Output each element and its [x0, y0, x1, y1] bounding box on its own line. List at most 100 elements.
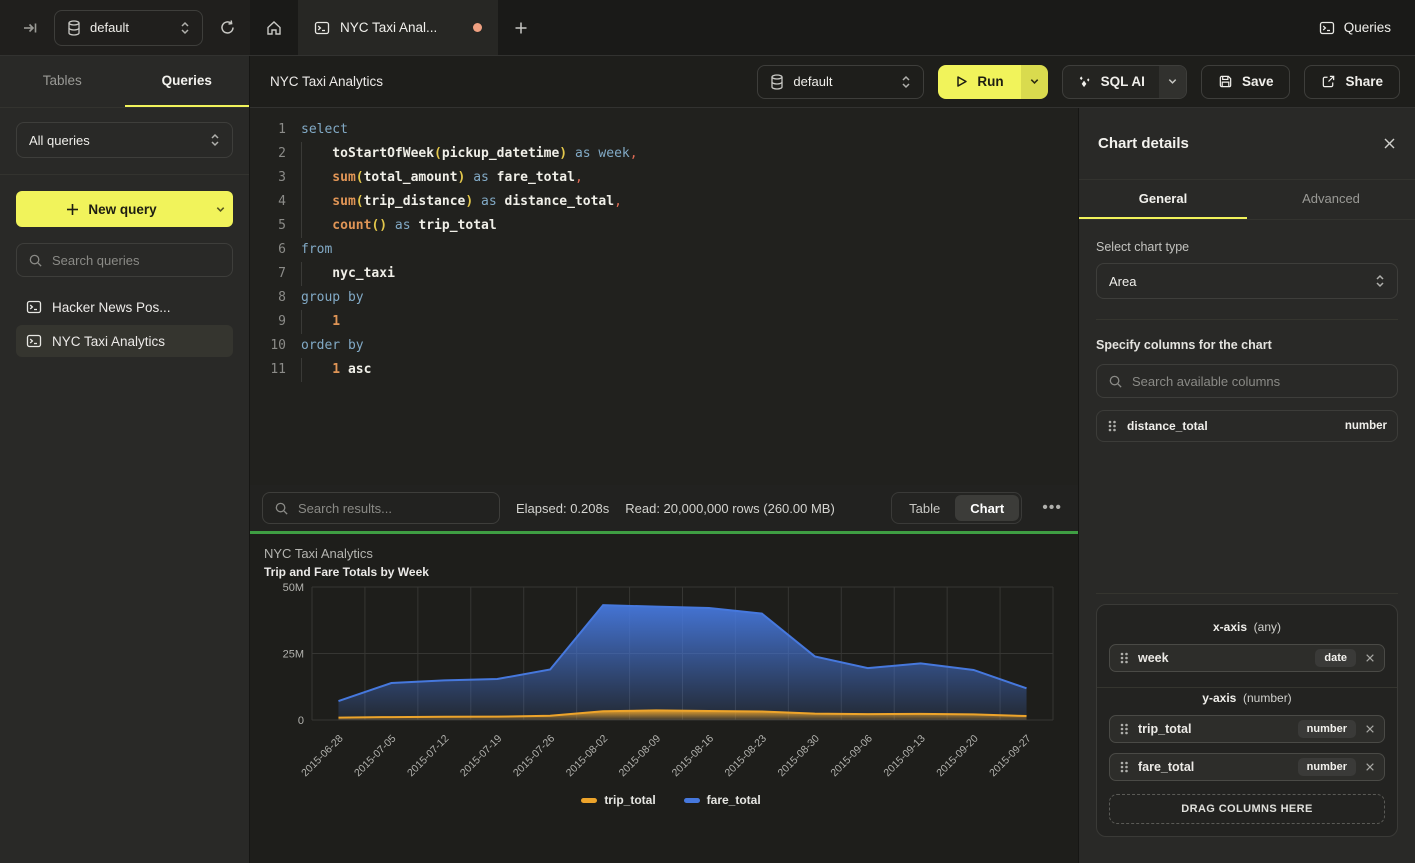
legend-item-fare_total[interactable]: fare_total [684, 793, 761, 807]
collapse-sidebar-icon[interactable] [22, 20, 38, 36]
view-tab-chart[interactable]: Chart [955, 495, 1019, 521]
drag-handle-icon[interactable] [1107, 418, 1117, 434]
query-search [16, 243, 233, 277]
line-number: 4 [260, 190, 286, 214]
drag-handle-icon[interactable] [1119, 650, 1129, 666]
x-tick-label: 2015-08-30 [775, 733, 822, 780]
terminal-icon [314, 20, 330, 36]
sidebar-query-item[interactable]: Hacker News Pos... [16, 291, 233, 323]
sql-editor[interactable]: 1select2toStartOfWeek(pickup_datetime) a… [250, 108, 1078, 485]
tab-queries[interactable]: Queries [125, 56, 250, 107]
y-tick-label: 0 [298, 715, 304, 727]
x-axis-columns: weekdate [1109, 644, 1385, 672]
line-number: 7 [260, 262, 286, 286]
chart-svg: 025M50M2015-06-282015-07-052015-07-12201… [264, 579, 1074, 791]
view-tab-table[interactable]: Table [894, 495, 955, 521]
sql-ai-dropdown[interactable] [1159, 66, 1186, 98]
chevron-updown-icon [901, 74, 911, 90]
line-number: 1 [260, 118, 286, 142]
share-button[interactable]: Share [1304, 65, 1400, 99]
tab-title: NYC Taxi Anal... [340, 20, 463, 35]
sidebar-body: All queries New query Hacker News Pos...… [0, 108, 249, 371]
x-tick-label: 2015-08-02 [564, 733, 611, 780]
close-icon[interactable] [1383, 137, 1396, 150]
new-tab-button[interactable] [498, 0, 544, 55]
code-line[interactable]: 8group by [250, 286, 1078, 310]
run-button-group: Run [938, 65, 1047, 99]
terminal-icon [1319, 20, 1335, 36]
refresh-icon[interactable] [219, 19, 236, 36]
tab-general[interactable]: General [1079, 180, 1247, 219]
column-chip-week[interactable]: weekdate [1109, 644, 1385, 672]
code-line[interactable]: 1select [250, 118, 1078, 142]
available-columns-list: distance_totalnumber [1096, 410, 1398, 450]
code-line[interactable]: 10order by [250, 334, 1078, 358]
y-tick-label: 50M [283, 582, 304, 594]
line-number: 5 [260, 214, 286, 238]
code-line[interactable]: 111 asc [250, 358, 1078, 382]
drag-columns-dropzone[interactable]: DRAG COLUMNS HERE [1109, 794, 1385, 824]
sql-ai-label: SQL AI [1101, 74, 1145, 89]
results-search-input[interactable] [298, 501, 488, 516]
tab-nyc-taxi-analytics[interactable]: NYC Taxi Anal... [298, 0, 498, 55]
column-chip-distance_total[interactable]: distance_totalnumber [1096, 410, 1398, 442]
code-line[interactable]: 3sum(total_amount) as fare_total, [250, 166, 1078, 190]
top-bar: default NYC Taxi Anal... Queries [0, 0, 1415, 56]
code-line[interactable]: 2toStartOfWeek(pickup_datetime) as week, [250, 142, 1078, 166]
save-icon [1218, 74, 1233, 89]
drag-handle-icon[interactable] [1119, 759, 1129, 775]
drag-handle-icon[interactable] [1119, 721, 1129, 737]
search-icon [28, 253, 43, 268]
new-query-dropdown[interactable] [207, 204, 233, 215]
x-axis-title: x-axis (any) [1109, 620, 1385, 634]
chart-type-label: Select chart type [1096, 240, 1398, 254]
run-options-dropdown[interactable] [1021, 65, 1048, 99]
remove-column-icon[interactable] [1365, 653, 1375, 663]
chart-details-body: Select chart type Area Specify columns f… [1079, 220, 1415, 863]
run-button[interactable]: Run [938, 65, 1020, 99]
chart-type-select[interactable]: Area [1096, 263, 1398, 299]
home-button[interactable] [250, 0, 298, 55]
code-line[interactable]: 6from [250, 238, 1078, 262]
top-bar-left: default [0, 0, 250, 55]
tab-tables[interactable]: Tables [0, 56, 125, 107]
results-search [262, 492, 500, 524]
x-tick-label: 2015-09-13 [881, 733, 928, 780]
rows-read: Read: 20,000,000 rows (260.00 MB) [625, 501, 835, 516]
legend-swatch [581, 798, 597, 803]
query-filter-select[interactable]: All queries [16, 122, 233, 158]
column-chip-trip_total[interactable]: trip_totalnumber [1109, 715, 1385, 743]
query-filter-value: All queries [29, 133, 201, 148]
legend-item-trip_total[interactable]: trip_total [581, 793, 655, 807]
line-number: 3 [260, 166, 286, 190]
code-line[interactable]: 5count() as trip_total [250, 214, 1078, 238]
new-query-button[interactable]: New query [16, 191, 233, 227]
query-search-input[interactable] [52, 253, 221, 268]
code-line[interactable]: 7nyc_taxi [250, 262, 1078, 286]
sql-ai-button[interactable]: SQL AI [1063, 66, 1159, 98]
columns-search-input[interactable] [1132, 374, 1386, 389]
save-button[interactable]: Save [1201, 65, 1291, 99]
area-chart[interactable]: 025M50M2015-06-282015-07-052015-07-12201… [264, 579, 1078, 791]
sidebar-query-item[interactable]: NYC Taxi Analytics [16, 325, 233, 357]
remove-column-icon[interactable] [1365, 762, 1375, 772]
y-axis-columns: trip_totalnumber fare_totalnumber [1109, 715, 1385, 781]
code-line[interactable]: 91 [250, 310, 1078, 334]
more-options-icon[interactable]: ••• [1038, 499, 1066, 517]
column-chip-fare_total[interactable]: fare_totalnumber [1109, 753, 1385, 781]
x-tick-label: 2015-07-19 [458, 733, 505, 780]
content: Tables Queries All queries New query Hac… [0, 56, 1415, 863]
code-line[interactable]: 4sum(trip_distance) as distance_total, [250, 190, 1078, 214]
remove-column-icon[interactable] [1365, 724, 1375, 734]
share-label: Share [1345, 74, 1383, 89]
line-number: 6 [260, 238, 286, 262]
x-tick-label: 2015-07-05 [352, 733, 399, 780]
sidebar: Tables Queries All queries New query Hac… [0, 56, 250, 863]
tab-advanced[interactable]: Advanced [1247, 180, 1415, 219]
database-select[interactable]: default [54, 10, 203, 46]
chart-details-title: Chart details [1098, 135, 1189, 152]
plus-icon [66, 203, 79, 216]
queries-shortcut-button[interactable]: Queries [1295, 0, 1415, 55]
columns-search [1096, 364, 1398, 398]
toolbar-database-select[interactable]: default [757, 65, 924, 99]
